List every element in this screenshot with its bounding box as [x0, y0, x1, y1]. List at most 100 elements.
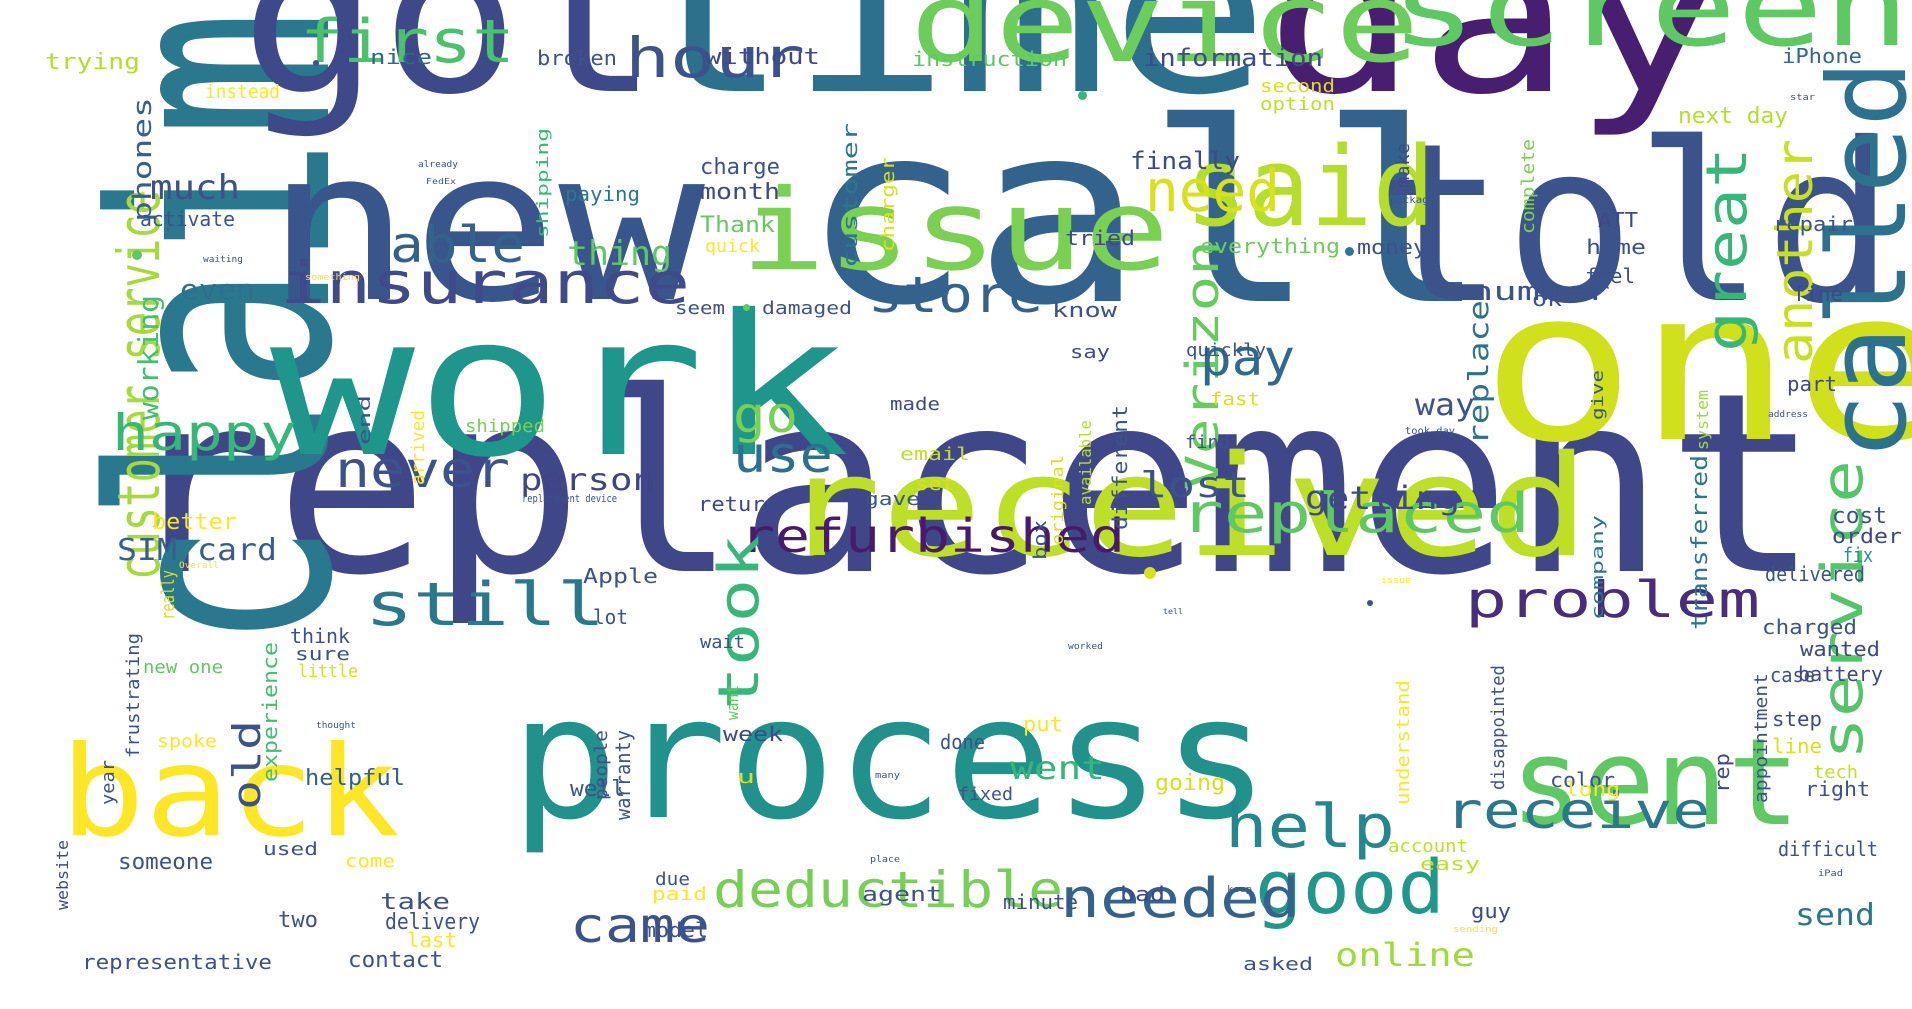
word-said: said: [1185, 123, 1436, 251]
word-next-day: next day: [1678, 104, 1788, 130]
word-asked: asked: [1243, 953, 1314, 975]
word-shipped: shipped: [465, 415, 546, 437]
word-thank: Thank: [700, 213, 775, 239]
word-replacement-device: replacement device: [522, 492, 618, 506]
word-find: find: [1185, 431, 1231, 453]
word-sim-card: SIM card: [117, 533, 277, 568]
word-new: new: [265, 104, 705, 349]
word-original: original: [1048, 454, 1067, 545]
word-charged: charged: [1762, 615, 1858, 639]
word-worked: worked: [1068, 641, 1103, 652]
word-shipping: shipping: [533, 128, 552, 238]
word-right: right: [1805, 777, 1870, 801]
word-phones: phones: [128, 96, 158, 222]
word-seem: seem: [675, 297, 725, 319]
word-appointment: appointment: [1751, 673, 1772, 803]
word-make: make: [1393, 142, 1414, 188]
word-working: working: [132, 295, 165, 420]
word-delivered: delivered: [1765, 562, 1866, 586]
word-good: good: [1255, 844, 1445, 931]
word-put: put: [1023, 712, 1063, 736]
word-needed: needed: [1060, 866, 1300, 930]
word-ipad: iPad: [1818, 868, 1844, 879]
word-got: got: [240, 0, 660, 141]
word-att: ATT: [1598, 208, 1638, 232]
word-tell: tell: [1163, 606, 1183, 616]
word-happy: happy: [112, 404, 297, 462]
word-something: something: [305, 272, 360, 283]
word-address: address: [1768, 409, 1808, 420]
word-number: number: [1470, 277, 1611, 308]
word-received: received: [780, 426, 1590, 589]
word-contact: contact: [348, 948, 444, 974]
word-really: really: [158, 569, 179, 620]
word-went: went: [1010, 749, 1106, 788]
word-last: last: [407, 928, 458, 952]
word-great: great: [1695, 147, 1760, 352]
word-day: day: [1265, 0, 1726, 141]
word-come: come: [345, 850, 395, 872]
word-easy: easy: [1420, 853, 1481, 875]
word-end: end: [355, 394, 374, 445]
word-call: call: [800, 69, 1490, 360]
word-place: place: [870, 854, 900, 865]
word-charger: charger: [878, 157, 899, 252]
word-option: option: [1260, 93, 1335, 115]
word-apple: Apple: [583, 564, 658, 588]
word-say: say: [1070, 341, 1110, 363]
word-first: first: [300, 7, 515, 77]
word-much: much: [150, 167, 240, 208]
word-back: back: [60, 720, 400, 865]
word-representative: representative: [82, 950, 272, 974]
word-refurbished: refurbished: [740, 509, 1126, 564]
word-took-day: took day: [1405, 426, 1456, 437]
word-never: never: [335, 441, 511, 499]
word-sure: sure: [295, 643, 350, 665]
word-thought: thought: [316, 720, 356, 731]
word-way: way: [1415, 388, 1475, 423]
word-u: u: [737, 766, 756, 788]
word-wait: wait: [700, 631, 746, 653]
word-already: already: [418, 159, 458, 170]
word-fast: fast: [1210, 388, 1260, 410]
word-package: package: [1390, 195, 1435, 206]
word-instead: instead: [205, 80, 281, 103]
word-going: going: [1155, 771, 1226, 797]
word-receive: receive: [1445, 782, 1711, 840]
word-case: case: [1770, 663, 1815, 687]
word-part: part: [1787, 372, 1838, 396]
word-replaced: replaced: [1180, 481, 1531, 545]
word-experience: experience: [258, 641, 282, 782]
word-take: take: [380, 890, 450, 916]
word-order: order: [1832, 524, 1902, 548]
word-better: better: [152, 510, 237, 536]
word-box: box: [1030, 520, 1051, 560]
dot-mark: [1144, 567, 1156, 579]
word-frustrating: frustrating: [123, 633, 144, 758]
word-week: week: [723, 722, 784, 746]
word-account: account: [1388, 835, 1469, 857]
word-insurance: insurance: [280, 248, 691, 317]
word-feel: feel: [1585, 264, 1636, 288]
word-lot: lot: [593, 605, 629, 629]
word-damaged: damaged: [762, 297, 852, 319]
word-told: told: [1375, 96, 1895, 352]
word-star: star: [1790, 92, 1816, 103]
word-store: store: [868, 266, 1044, 324]
word-even: even: [180, 272, 255, 306]
word-charge: charge: [700, 155, 780, 181]
word-due: due: [655, 868, 690, 890]
word-device: device: [910, 0, 1420, 87]
word-issue: issue: [1381, 575, 1411, 586]
word-year: year: [98, 759, 119, 805]
word-arrived: arrived: [408, 409, 429, 485]
word-problem: problem: [1465, 571, 1761, 629]
dot-mark: [743, 304, 750, 311]
word-little: little: [298, 660, 359, 682]
word-color: color: [1550, 768, 1615, 792]
word-process: process: [510, 660, 1271, 858]
word-fixed: fixed: [958, 783, 1014, 805]
word-person: person: [520, 463, 656, 498]
word-model: model: [643, 918, 708, 942]
word-guy: guy: [1471, 899, 1511, 923]
